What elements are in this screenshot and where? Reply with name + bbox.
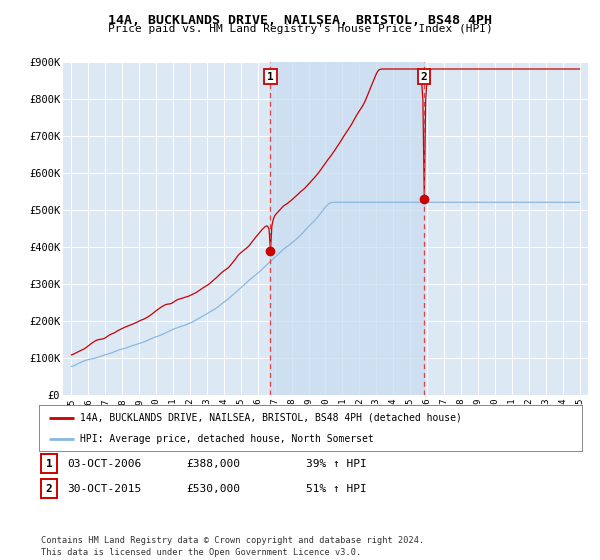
- Text: HPI: Average price, detached house, North Somerset: HPI: Average price, detached house, Nort…: [80, 435, 373, 444]
- Text: Price paid vs. HM Land Registry's House Price Index (HPI): Price paid vs. HM Land Registry's House …: [107, 24, 493, 34]
- Text: 14A, BUCKLANDS DRIVE, NAILSEA, BRISTOL, BS48 4PH (detached house): 14A, BUCKLANDS DRIVE, NAILSEA, BRISTOL, …: [80, 413, 461, 423]
- Text: 14A, BUCKLANDS DRIVE, NAILSEA, BRISTOL, BS48 4PH: 14A, BUCKLANDS DRIVE, NAILSEA, BRISTOL, …: [108, 14, 492, 27]
- Text: 30-OCT-2015: 30-OCT-2015: [67, 484, 142, 494]
- Text: £530,000: £530,000: [186, 484, 240, 494]
- Text: 51% ↑ HPI: 51% ↑ HPI: [306, 484, 367, 494]
- Text: 1: 1: [46, 459, 52, 469]
- Text: £388,000: £388,000: [186, 459, 240, 469]
- Text: 2: 2: [421, 72, 428, 82]
- Text: 39% ↑ HPI: 39% ↑ HPI: [306, 459, 367, 469]
- Text: 03-OCT-2006: 03-OCT-2006: [67, 459, 142, 469]
- Text: Contains HM Land Registry data © Crown copyright and database right 2024.
This d: Contains HM Land Registry data © Crown c…: [41, 536, 424, 557]
- Text: 2: 2: [46, 484, 52, 494]
- Text: 1: 1: [267, 72, 274, 82]
- Bar: [271, 62, 424, 395]
